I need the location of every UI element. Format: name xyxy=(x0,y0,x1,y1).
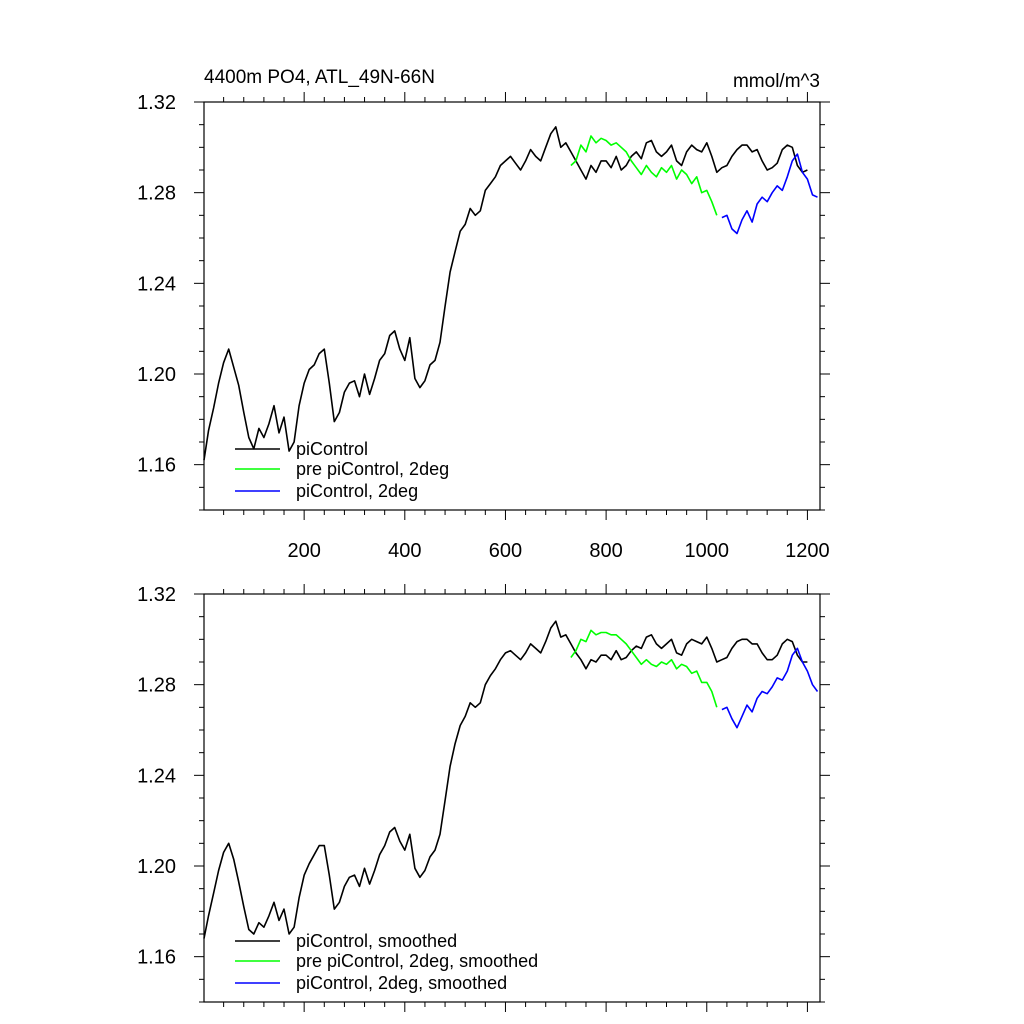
y-tick-label: 1.24 xyxy=(137,765,176,787)
chart-title: 4400m PO4, ATL_49N-66N xyxy=(204,67,435,88)
x-tick-label: 1200 xyxy=(785,540,830,562)
y-tick-label: 1.16 xyxy=(137,455,176,477)
series-line-2 xyxy=(570,629,718,708)
y-tick-label: 1.20 xyxy=(137,856,176,878)
series-line-1 xyxy=(203,620,808,939)
x-tick-label: 1000 xyxy=(685,540,730,562)
units-label: mmol/m^3 xyxy=(733,71,820,92)
series-line-2 xyxy=(570,135,718,216)
legend-label: piControl xyxy=(296,439,368,459)
series-line-3 xyxy=(721,647,819,729)
y-tick-label: 1.32 xyxy=(137,92,176,114)
x-tick-label: 200 xyxy=(287,540,320,562)
x-tick-label: 800 xyxy=(589,540,622,562)
legend-label: pre piControl, 2deg xyxy=(296,459,449,479)
legend-label: piControl, 2deg xyxy=(296,481,418,501)
legend-label: pre piControl, 2deg, smoothed xyxy=(296,951,538,971)
series-line-3 xyxy=(721,153,818,235)
legend-label: piControl, smoothed xyxy=(296,931,457,951)
y-tick-label: 1.20 xyxy=(137,364,176,386)
x-tick-label: 600 xyxy=(489,540,522,562)
y-tick-label: 1.28 xyxy=(137,675,176,697)
x-tick-label: 400 xyxy=(388,540,421,562)
top-panel: 200 400 600 800 1000 1200 1.16 1.20 1.24 1.28 1.32… xyxy=(137,92,830,562)
y-tick-label: 1.28 xyxy=(137,183,176,205)
legend-label: piControl, 2deg, smoothed xyxy=(296,973,507,993)
y-tick-label: 1.16 xyxy=(137,947,176,969)
y-tick-label: 1.32 xyxy=(137,584,176,606)
series-line-1 xyxy=(203,126,808,461)
y-tick-label: 1.24 xyxy=(137,273,176,295)
